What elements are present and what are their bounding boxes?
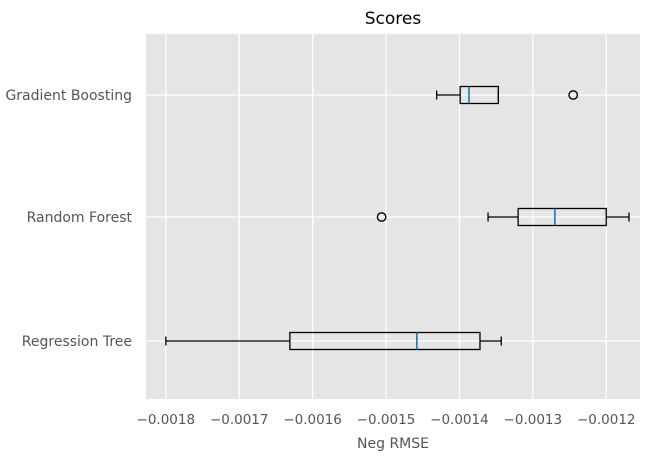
box (459, 85, 499, 105)
x-tick-label: −0.0015 (357, 412, 416, 428)
chart-title: Scores (365, 9, 422, 29)
x-tick-labels: −0.0018 −0.0017 −0.0016 −0.0015 −0.0014 −0.00… (137, 412, 636, 428)
x-tick-label: −0.0012 (577, 412, 636, 428)
x-tick-label: −0.0018 (137, 412, 196, 428)
grid-layer (146, 34, 640, 399)
x-tick-label: −0.0016 (283, 412, 342, 428)
outlier-point (376, 212, 387, 222)
y-tick-label: Random Forest (27, 210, 133, 226)
box-group (436, 85, 579, 105)
box-layer (165, 85, 630, 351)
outlier-point (568, 90, 579, 100)
x-axis-label: Neg RMSE (357, 436, 429, 452)
y-tick-label: Regression Tree (22, 334, 132, 350)
x-tick-label: −0.0013 (504, 412, 563, 428)
box (289, 331, 481, 351)
box-group (376, 207, 630, 227)
box-group (165, 331, 502, 351)
y-tick-label: Gradient Boosting (5, 88, 132, 104)
x-tick-label: −0.0017 (210, 412, 269, 428)
y-tick-labels: Gradient Boosting Random Forest Regression… (5, 88, 132, 350)
box (517, 207, 607, 227)
x-tick-label: −0.0014 (430, 412, 489, 428)
